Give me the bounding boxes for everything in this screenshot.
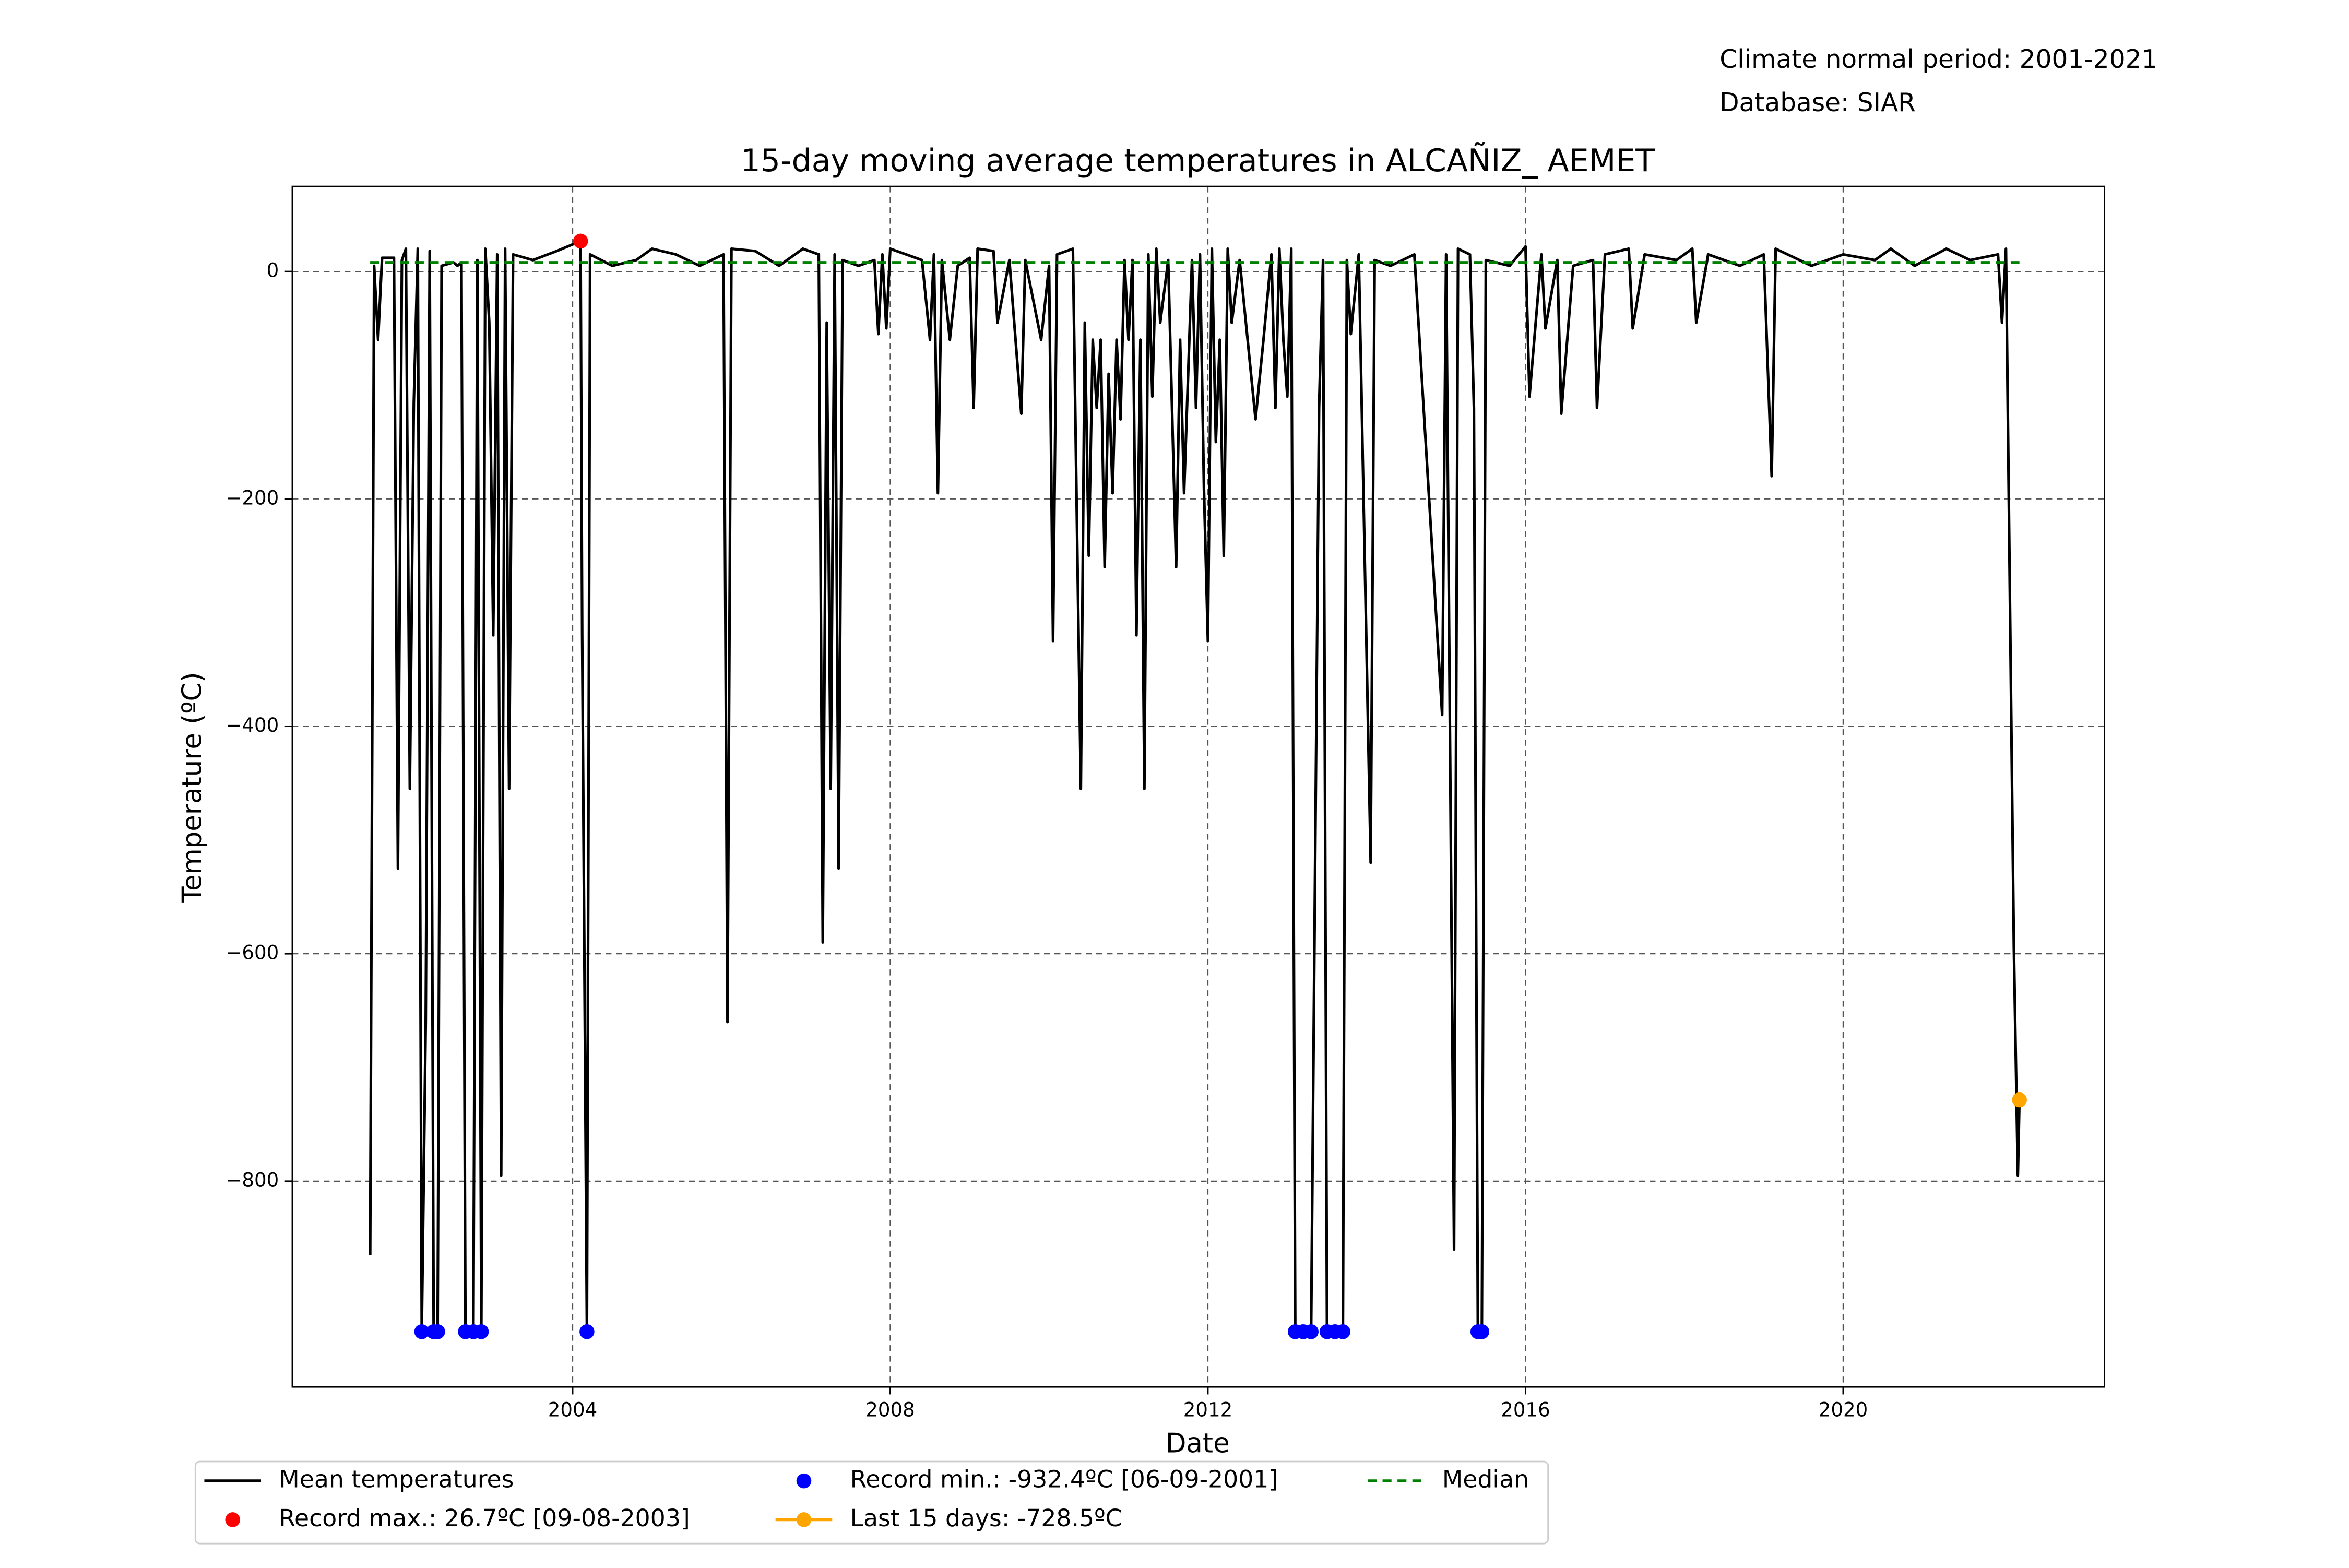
marker — [2012, 1092, 2027, 1108]
y-tick-label: 0 — [267, 259, 279, 282]
legend-marker — [225, 1512, 240, 1527]
annotation: Climate normal period: 2001-2021 — [1719, 45, 2157, 74]
legend-label: Mean temperatures — [279, 1466, 514, 1493]
marker — [473, 1324, 489, 1339]
legend-marker — [796, 1473, 812, 1489]
y-tick-label: −200 — [226, 486, 279, 509]
x-tick-label: 2016 — [1501, 1398, 1550, 1421]
series-line — [369, 240, 2021, 1333]
x-tick-label: 2004 — [548, 1398, 597, 1421]
legend-label: Last 15 days: -728.5ºC — [850, 1504, 1122, 1532]
y-tick-label: −400 — [226, 714, 279, 737]
y-axis-label: Temperature (ºC) — [176, 672, 208, 903]
axes-frame — [291, 185, 2105, 1388]
marker — [414, 1324, 430, 1339]
x-tick-label: 2020 — [1819, 1398, 1868, 1421]
legend-label: Median — [1442, 1466, 1529, 1493]
legend-box — [194, 1460, 1549, 1545]
x-tick-label: 2008 — [865, 1398, 915, 1421]
marker — [579, 1324, 595, 1339]
chart-title: 15-day moving average temperatures in AL… — [741, 142, 1655, 179]
legend-label: Record max.: 26.7ºC [09-08-2003] — [279, 1504, 690, 1532]
legend-label: Record min.: -932.4ºC [06-09-2001] — [850, 1466, 1278, 1493]
marker — [1335, 1324, 1350, 1339]
y-tick-label: −800 — [226, 1169, 279, 1191]
annotation: Database: SIAR — [1719, 88, 1916, 117]
marker — [573, 233, 588, 249]
legend-marker — [796, 1512, 812, 1527]
marker — [1303, 1324, 1319, 1339]
x-tick-label: 2012 — [1183, 1398, 1232, 1421]
x-axis-label: Date — [1166, 1428, 1230, 1459]
marker — [430, 1324, 445, 1339]
marker — [1474, 1324, 1490, 1339]
y-tick-label: −600 — [226, 942, 279, 964]
